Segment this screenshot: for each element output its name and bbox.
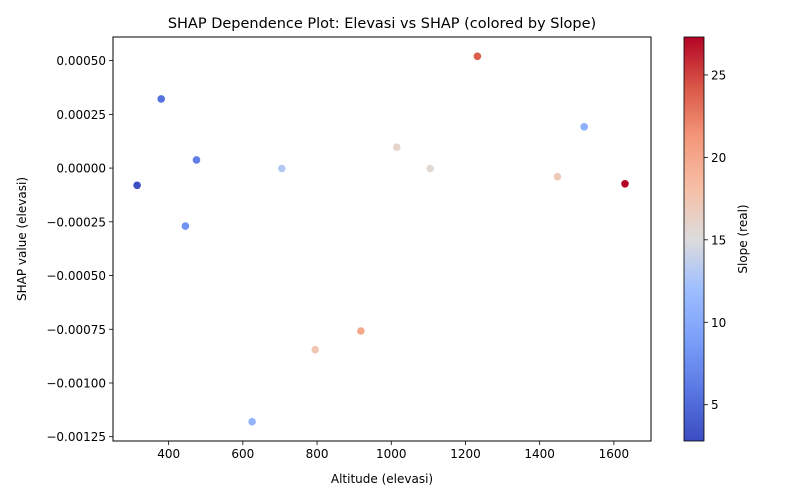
scatter-point (157, 95, 165, 103)
scatter-point (621, 180, 629, 188)
x-tick-label: 600 (231, 447, 254, 461)
x-tick-label: 1400 (524, 447, 555, 461)
scatter-point (473, 52, 482, 61)
chart-title: SHAP Dependence Plot: Elevasi vs SHAP (c… (168, 16, 596, 32)
scatter-point (311, 345, 320, 354)
colorbar-tick-label: 20 (711, 151, 726, 165)
y-tick-label: 0.00025 (56, 108, 106, 122)
y-axis: −0.00125 −0.00100 −0.00075 −0.00050 −0.00025… (46, 54, 113, 444)
colorbar-tick-label: 15 (711, 233, 726, 247)
colorbar (683, 36, 705, 442)
points-layer (133, 52, 629, 426)
y-tick-label: −0.00025 (46, 215, 106, 229)
y-tick-label: 0.00000 (56, 162, 106, 176)
plot-frame (112, 36, 652, 442)
scatter-point (426, 164, 435, 173)
scatter-point (181, 222, 190, 230)
scatter-point (393, 143, 401, 151)
colorbar-tick-label: 5 (711, 398, 719, 412)
scatter-point (192, 156, 201, 164)
x-tick-label: 1600 (599, 447, 630, 461)
scatter-point (133, 181, 141, 190)
x-axis: 400 600 800 1000 1200 1400 1600 (157, 441, 629, 461)
colorbar-label: Slope (real) (736, 204, 750, 273)
x-axis-label: Altitude (elevasi) (331, 472, 433, 486)
x-tick-label: 400 (157, 447, 180, 461)
y-tick-label: −0.00100 (46, 376, 106, 390)
x-tick-label: 1000 (376, 447, 407, 461)
colorbar-tick-label: 10 (711, 316, 726, 330)
scatter-point (278, 164, 286, 173)
scatter-point (248, 417, 256, 426)
y-tick-label: −0.00125 (46, 430, 106, 444)
colorbar-ticks: 5 10 15 20 25 (704, 68, 726, 412)
x-tick-label: 800 (306, 447, 329, 461)
y-tick-label: −0.00075 (46, 323, 106, 337)
x-tick-label: 1200 (450, 447, 481, 461)
y-axis-label: SHAP value (elevasi) (15, 177, 29, 301)
y-tick-label: 0.00050 (56, 54, 106, 68)
scatter-point (357, 327, 365, 335)
y-tick-label: −0.00050 (46, 269, 106, 283)
colorbar-tick-label: 25 (711, 68, 726, 82)
scatter-point (580, 123, 588, 131)
scatter-point (553, 172, 562, 181)
